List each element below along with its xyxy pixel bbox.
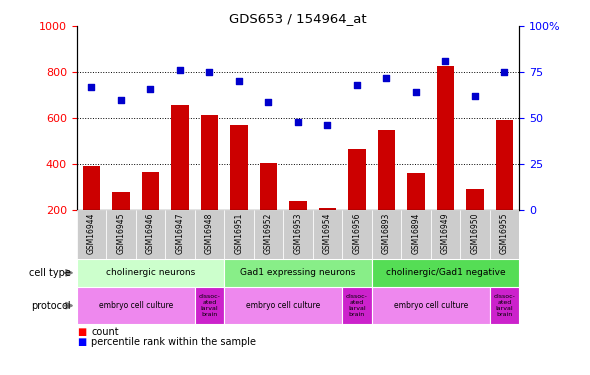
- Title: GDS653 / 154964_at: GDS653 / 154964_at: [229, 12, 367, 25]
- Point: [264, 99, 273, 105]
- Text: GSM16956: GSM16956: [352, 212, 362, 254]
- Text: GSM16954: GSM16954: [323, 212, 332, 254]
- Bar: [195, 287, 224, 324]
- Text: GSM16894: GSM16894: [411, 212, 421, 254]
- Bar: [319, 208, 336, 210]
- Text: GSM16952: GSM16952: [264, 212, 273, 254]
- Text: cell type: cell type: [29, 268, 71, 278]
- Bar: [224, 259, 372, 287]
- Text: GSM16951: GSM16951: [234, 212, 244, 254]
- Bar: [254, 210, 283, 259]
- Bar: [77, 287, 195, 324]
- Bar: [289, 201, 307, 210]
- Bar: [437, 66, 454, 210]
- Text: GSM16893: GSM16893: [382, 212, 391, 254]
- Point: [411, 89, 421, 95]
- Text: GSM16947: GSM16947: [175, 212, 185, 254]
- Point: [175, 68, 185, 74]
- Bar: [313, 210, 342, 259]
- Point: [234, 78, 244, 84]
- Bar: [490, 287, 519, 324]
- Text: cholinergic/Gad1 negative: cholinergic/Gad1 negative: [386, 268, 505, 278]
- Text: Gad1 expressing neurons: Gad1 expressing neurons: [240, 268, 356, 278]
- Bar: [260, 163, 277, 210]
- Bar: [283, 210, 313, 259]
- Bar: [401, 210, 431, 259]
- Text: GSM16949: GSM16949: [441, 212, 450, 254]
- Text: dissoc-
ated
larval
brain: dissoc- ated larval brain: [493, 294, 516, 317]
- Text: GSM16945: GSM16945: [116, 212, 126, 254]
- Bar: [496, 120, 513, 210]
- Point: [293, 119, 303, 125]
- Point: [470, 93, 480, 99]
- Bar: [224, 287, 342, 324]
- Point: [352, 82, 362, 88]
- Bar: [372, 210, 401, 259]
- Text: dissoc-
ated
larval
brain: dissoc- ated larval brain: [198, 294, 221, 317]
- Text: GSM16955: GSM16955: [500, 212, 509, 254]
- Text: GSM16953: GSM16953: [293, 212, 303, 254]
- Text: dissoc-
ated
larval
brain: dissoc- ated larval brain: [346, 294, 368, 317]
- Text: GSM16950: GSM16950: [470, 212, 480, 254]
- Bar: [460, 210, 490, 259]
- Bar: [171, 105, 189, 210]
- Point: [146, 86, 155, 92]
- Bar: [372, 259, 519, 287]
- Text: count: count: [91, 327, 119, 337]
- Bar: [372, 287, 490, 324]
- Bar: [466, 189, 484, 210]
- Point: [441, 58, 450, 64]
- Bar: [407, 172, 425, 210]
- Text: GSM16944: GSM16944: [87, 212, 96, 254]
- Bar: [348, 149, 366, 210]
- Bar: [230, 125, 248, 210]
- Text: embryo cell culture: embryo cell culture: [394, 301, 468, 310]
- Bar: [195, 210, 224, 259]
- Text: ■: ■: [77, 327, 86, 337]
- Bar: [83, 166, 100, 210]
- Bar: [342, 287, 372, 324]
- Bar: [112, 192, 130, 210]
- Bar: [142, 172, 159, 210]
- Text: protocol: protocol: [31, 301, 71, 310]
- Text: GSM16946: GSM16946: [146, 212, 155, 254]
- Text: percentile rank within the sample: percentile rank within the sample: [91, 338, 257, 347]
- Bar: [165, 210, 195, 259]
- Point: [323, 123, 332, 129]
- Text: ■: ■: [77, 338, 86, 347]
- Bar: [490, 210, 519, 259]
- Point: [87, 84, 96, 90]
- Point: [205, 69, 214, 75]
- Bar: [201, 115, 218, 210]
- Bar: [136, 210, 165, 259]
- Bar: [342, 210, 372, 259]
- Point: [382, 75, 391, 81]
- Bar: [77, 210, 106, 259]
- Bar: [106, 210, 136, 259]
- Text: GSM16948: GSM16948: [205, 212, 214, 254]
- Point: [500, 69, 509, 75]
- Text: embryo cell culture: embryo cell culture: [99, 301, 173, 310]
- Text: embryo cell culture: embryo cell culture: [246, 301, 320, 310]
- Point: [116, 97, 126, 103]
- Bar: [77, 259, 224, 287]
- Bar: [378, 130, 395, 210]
- Bar: [431, 210, 460, 259]
- Bar: [224, 210, 254, 259]
- Text: cholinergic neurons: cholinergic neurons: [106, 268, 195, 278]
